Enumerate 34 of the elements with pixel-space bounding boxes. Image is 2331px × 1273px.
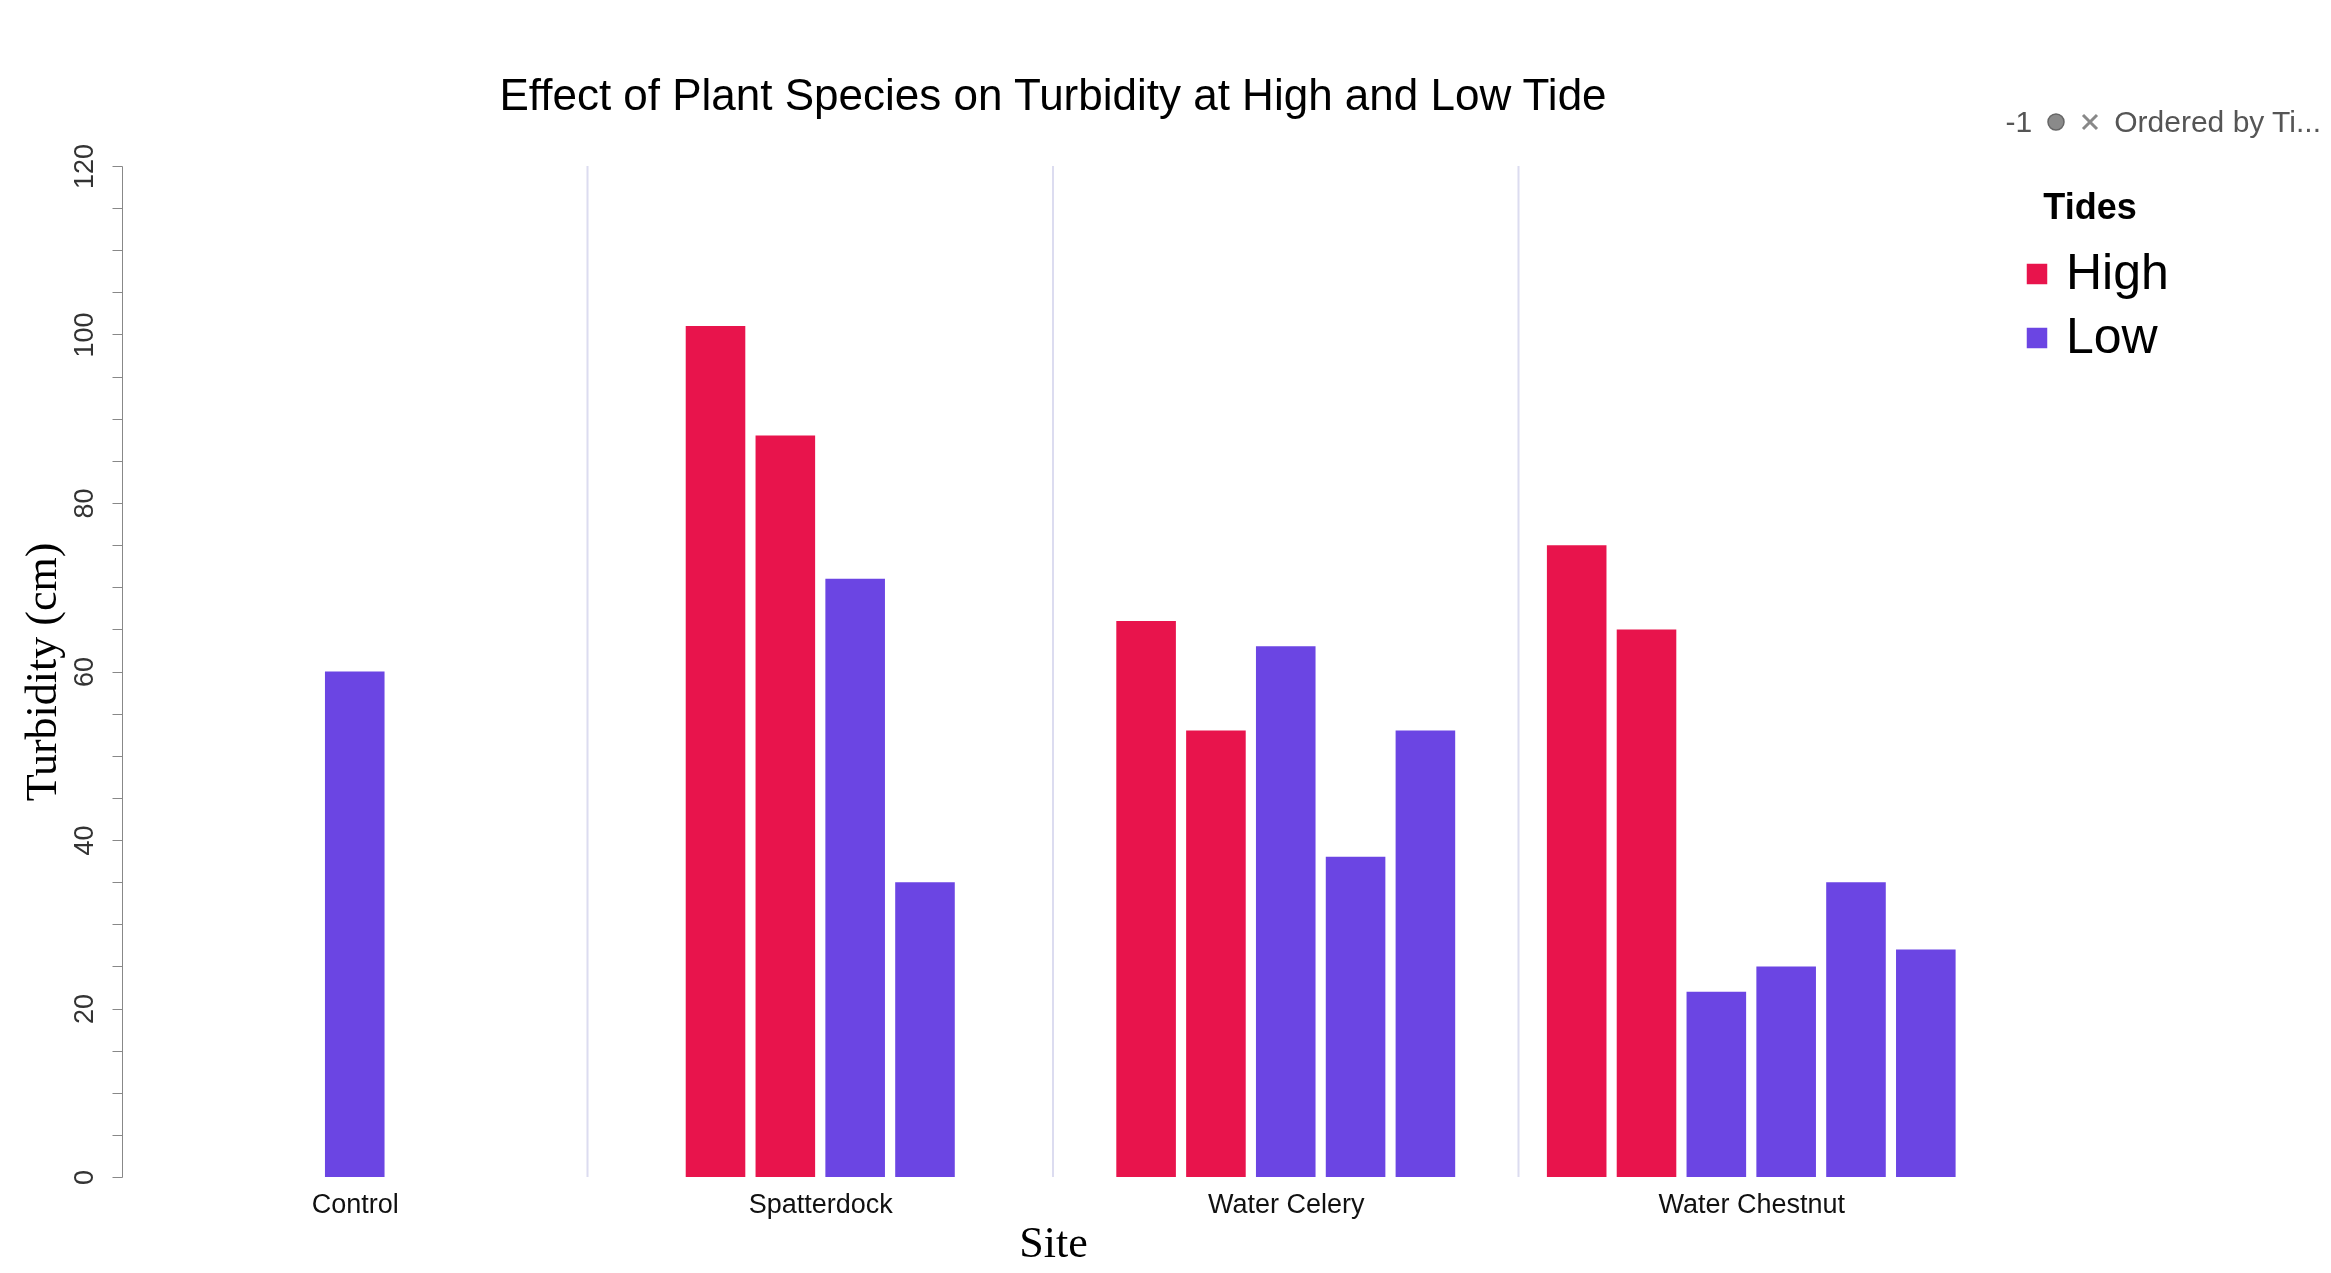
y-tick-label: 60 <box>68 656 99 688</box>
x-tick-label: Control <box>311 1188 399 1219</box>
chart-title: Effect of Plant Species on Turbidity at High and Low Tide <box>499 70 1607 120</box>
legend-title: Tides <box>2043 186 2137 227</box>
bar <box>1896 949 1956 1177</box>
x-tick-label: Spatterdock <box>748 1188 894 1219</box>
bar <box>1756 966 1816 1177</box>
bar <box>1116 620 1176 1177</box>
bar <box>1395 730 1456 1177</box>
legend-label: Low <box>2066 308 2159 364</box>
y-tick-label: 20 <box>68 993 99 1025</box>
y-tick-label: 100 <box>68 312 99 358</box>
text: Ordered by Ti... <box>2114 105 2321 139</box>
x-axis-title: Site <box>1019 1217 1088 1267</box>
bar <box>1826 882 1886 1177</box>
y-tick-label: 40 <box>68 825 99 856</box>
bar <box>1546 545 1607 1177</box>
bar <box>895 882 955 1177</box>
bar <box>825 578 885 1177</box>
bar <box>1686 991 1747 1177</box>
bar <box>1616 629 1677 1177</box>
bar <box>685 326 746 1177</box>
bar <box>755 435 816 1177</box>
y-tick-label: 0 <box>68 1169 99 1186</box>
bar <box>1325 856 1386 1177</box>
y-axis-title: Turbidity (cm) <box>16 542 66 802</box>
y-tick-label: 80 <box>68 488 99 519</box>
y-tick-label: 120 <box>68 143 99 190</box>
bar <box>1186 730 1246 1177</box>
text: -1 <box>2005 105 2033 139</box>
x-tick-label: Water Celery <box>1207 1188 1366 1219</box>
x-tick-label: Water Chestnut <box>1658 1188 1846 1219</box>
legend-label: High <box>2066 244 2169 300</box>
bar <box>1255 646 1316 1177</box>
